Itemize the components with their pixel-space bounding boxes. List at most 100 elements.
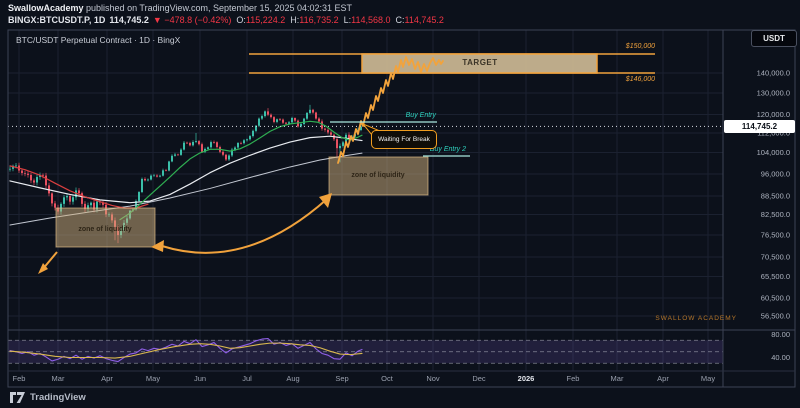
candle-body — [93, 202, 95, 210]
candle-body — [342, 142, 344, 146]
buy-entry2-label: Buy Entry 2 — [429, 146, 466, 153]
open-label: O: — [236, 15, 246, 25]
candle-body — [138, 192, 140, 202]
candle-body — [294, 117, 296, 121]
candle-body — [102, 202, 104, 205]
tradingview-logo[interactable]: TradingView — [10, 392, 86, 403]
price-axis-label: 70,500.0 — [761, 252, 790, 261]
watermark-text: SWALLOW ACADEMY — [655, 315, 737, 322]
candle-body — [258, 118, 260, 126]
candle-body — [267, 111, 269, 115]
candle-body — [273, 117, 275, 122]
buy-entry-label: Buy Entry — [405, 112, 436, 119]
candle-body — [183, 142, 185, 150]
candle-body — [291, 117, 293, 123]
liquidity-zone-label-right: zone of liquidity — [351, 172, 405, 179]
liquidity-zone-label-left: zone of liquidity — [78, 226, 132, 233]
low-label: L: — [343, 15, 352, 25]
candle-body — [72, 197, 74, 202]
candle-body — [180, 149, 182, 155]
candle-body — [213, 142, 215, 143]
price-change: ▼ −478.8 (−0.42%) — [152, 15, 232, 25]
candle-body — [12, 165, 14, 169]
candle-body — [150, 175, 152, 180]
time-axis-label: Jul — [242, 374, 252, 383]
close-label: C: — [395, 15, 405, 25]
time-axis-label: Nov — [426, 374, 440, 383]
candle-body — [264, 111, 266, 117]
candle-body — [300, 124, 302, 127]
price-axis-label: 130,000.0 — [757, 88, 790, 97]
candle-body — [177, 154, 179, 156]
small-arrow-head — [38, 263, 48, 274]
liquidity-zone-box — [328, 156, 429, 196]
candle-body — [165, 170, 167, 172]
projection-path — [337, 56, 444, 164]
candle-body — [240, 142, 242, 144]
time-axis-label: Jun — [194, 374, 206, 383]
candle-body — [45, 175, 47, 186]
last-price: 114,745.2 — [109, 15, 149, 25]
candle-body — [81, 193, 83, 204]
candle-body — [330, 132, 332, 135]
candle-body — [90, 202, 92, 206]
chart-title: BTC/USDT Perpetual Contract · 1D · BingX — [16, 35, 181, 45]
tradingview-logo-text: TradingView — [30, 392, 86, 403]
chart-frame — [7, 29, 796, 388]
candle-body — [225, 154, 227, 160]
candle-body — [87, 205, 89, 210]
candle-body — [318, 118, 320, 122]
low-value: 114,568.0 — [351, 15, 391, 25]
ma-mid-line — [9, 135, 363, 204]
candle-body — [276, 119, 278, 122]
candle-body — [21, 170, 23, 174]
candle-body — [216, 142, 218, 148]
candle-body — [27, 173, 29, 175]
candle-body — [141, 178, 143, 193]
price-axis-label: 88,500.0 — [761, 191, 790, 200]
candle-body — [237, 142, 239, 148]
candle-body — [279, 119, 281, 120]
symbol-name: BINGX:BTCUSDT.P, 1D — [8, 15, 106, 25]
publish-info: SwallowAcademy published on TradingView.… — [8, 3, 352, 13]
candle-body — [174, 154, 176, 156]
candle-body — [321, 121, 323, 129]
candle-body — [39, 174, 41, 178]
candle-body — [33, 180, 35, 183]
candle-body — [282, 119, 284, 123]
currency-toggle-button[interactable]: USDT — [751, 30, 797, 47]
time-axis-label: Dec — [472, 374, 486, 383]
last-price-badge: 114,745.2 — [724, 120, 795, 133]
candle-body — [84, 203, 86, 210]
candle-body — [303, 118, 305, 125]
candle-body — [63, 197, 65, 204]
candle-body — [24, 173, 26, 174]
candle-body — [261, 116, 263, 119]
candle-body — [66, 196, 68, 198]
liquidity-zone-box — [55, 207, 156, 248]
author-name: SwallowAcademy — [8, 3, 84, 13]
rsi-ma-line — [9, 342, 363, 359]
candle-body — [15, 165, 17, 167]
target-top-price-label: $150,000 — [625, 43, 655, 50]
candle-body — [243, 140, 245, 144]
candle-body — [201, 144, 203, 152]
candle-body — [153, 175, 155, 177]
candle-body — [30, 174, 32, 181]
candle-body — [306, 112, 308, 119]
time-axis-label: May — [146, 374, 160, 383]
time-axis-label: Sep — [335, 374, 348, 383]
candle-body — [288, 122, 290, 124]
time-axis-label: Feb — [13, 374, 26, 383]
time-axis-label: Oct — [381, 374, 394, 383]
ema-green-line — [119, 120, 363, 221]
candle-body — [207, 147, 209, 149]
zones-arrow-right-head — [319, 193, 332, 208]
price-axis-label: 56,500.0 — [761, 312, 790, 321]
indicator-axis-label: 40.00 — [771, 353, 790, 362]
candle-body — [309, 109, 311, 113]
time-axis-label: Apr — [101, 374, 113, 383]
publish-text: published on TradingView.com, September … — [83, 3, 353, 13]
candle-body — [324, 128, 326, 130]
